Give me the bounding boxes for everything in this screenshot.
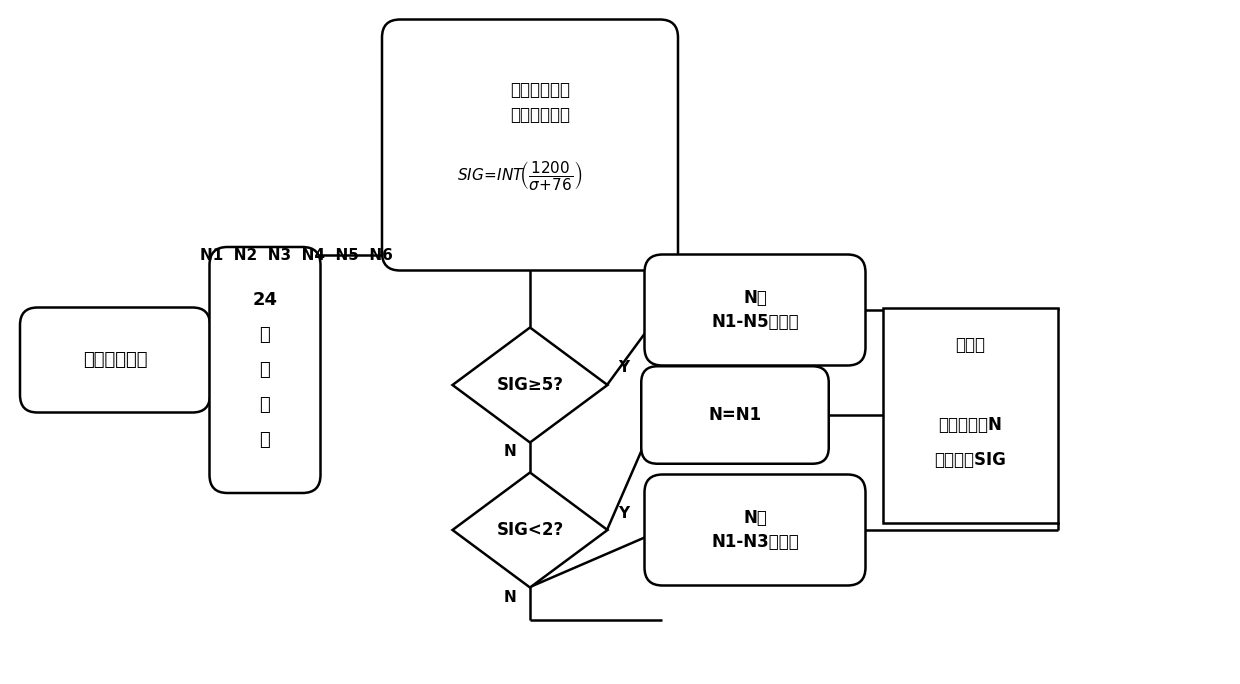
Polygon shape [453, 328, 608, 443]
Text: SIG<2?: SIG<2? [496, 521, 564, 539]
FancyBboxPatch shape [382, 20, 678, 270]
Text: N为: N为 [743, 289, 766, 307]
Text: Y: Y [618, 360, 629, 376]
Text: N为: N为 [743, 509, 766, 527]
Text: N: N [503, 445, 516, 460]
Text: 差和信号等级: 差和信号等级 [510, 106, 570, 124]
Text: 位: 位 [259, 326, 270, 344]
FancyBboxPatch shape [210, 247, 320, 493]
Polygon shape [453, 473, 608, 588]
Text: N=N1: N=N1 [708, 406, 761, 424]
Text: 记录：: 记录： [955, 336, 985, 354]
Text: 器: 器 [259, 431, 270, 449]
Text: N: N [503, 590, 516, 605]
FancyBboxPatch shape [641, 366, 828, 464]
Bar [883, 308, 1058, 523]
Text: 旋进信号方波: 旋进信号方波 [83, 351, 148, 369]
Text: $SIG\!=\!INT\!\left(\dfrac{1200}{\sigma\!+\!76}\right)$: $SIG\!=\!INT\!\left(\dfrac{1200}{\sigma\… [458, 159, 583, 192]
Text: 计算五个数方: 计算五个数方 [510, 81, 570, 99]
FancyBboxPatch shape [20, 308, 210, 412]
FancyBboxPatch shape [645, 475, 866, 586]
Text: 数: 数 [259, 396, 270, 414]
Text: N1-N3的平均: N1-N3的平均 [711, 533, 799, 551]
Text: 24: 24 [253, 291, 278, 309]
FancyBboxPatch shape [645, 254, 866, 365]
Text: 信号等级SIG: 信号等级SIG [934, 451, 1006, 469]
Text: N1  N2  N3  N4  N5  N6: N1 N2 N3 N4 N5 N6 [200, 248, 393, 263]
Text: 观测时间、N: 观测时间、N [939, 416, 1002, 434]
Text: 计: 计 [259, 361, 270, 379]
Text: N1-N5的平均: N1-N5的平均 [712, 313, 799, 331]
Text: SIG≥5?: SIG≥5? [496, 376, 563, 394]
Text: Y: Y [618, 505, 629, 521]
